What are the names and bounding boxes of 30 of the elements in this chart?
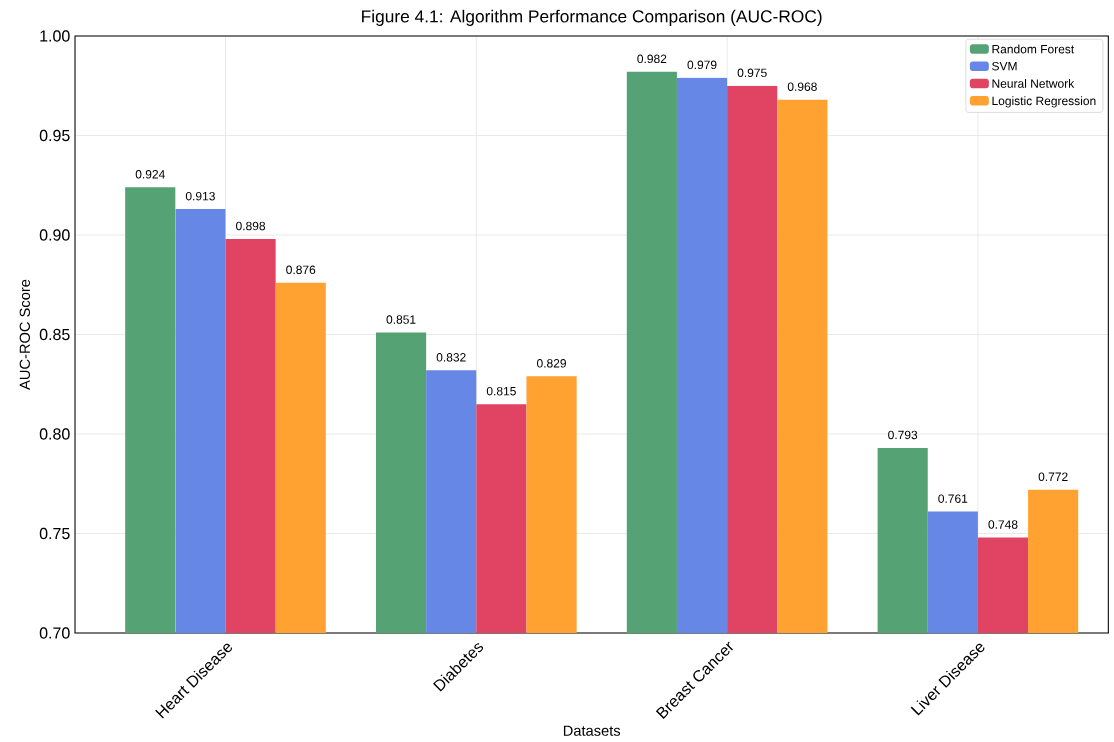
data-label: 0.748 [988, 520, 1018, 529]
y-tick-label: 0.90 [39, 229, 70, 241]
data-label: 0.924 [135, 170, 165, 179]
y-tick-label: 0.70 [39, 627, 70, 639]
y-tick-label: 0.80 [39, 428, 70, 440]
data-label: 0.898 [236, 221, 266, 231]
x-axis-title: Datasets [563, 725, 621, 736]
legend-label: Logistic Regression [992, 96, 1096, 108]
data-label: 0.851 [386, 315, 416, 324]
data-label: 0.793 [888, 430, 918, 440]
data-label: 0.876 [286, 265, 316, 275]
y-tick-label: 0.95 [39, 129, 70, 142]
y-tick-label: 0.75 [39, 527, 70, 540]
data-label: 0.832 [436, 353, 466, 362]
y-axis-title: AUC-ROC Score [19, 279, 31, 390]
chart-title: Figure 4.1: Algorithm Performance Comparison (AUC-ROC) [362, 9, 822, 26]
data-label: 0.829 [536, 359, 566, 368]
legend-label: Random Forest [992, 44, 1075, 54]
data-label: 0.968 [787, 82, 817, 91]
data-label: 0.979 [687, 60, 717, 70]
legend-label: SVM [992, 61, 1017, 71]
data-label: 0.761 [938, 494, 968, 503]
data-label: 0.772 [1038, 472, 1068, 481]
data-label: 0.913 [185, 191, 215, 201]
y-tick-label: 0.85 [39, 328, 70, 341]
y-tick-label: 1.00 [40, 30, 70, 42]
data-label: 0.815 [486, 386, 516, 396]
legend-label: Neural Network [992, 78, 1075, 88]
data-label: 0.982 [637, 54, 667, 64]
data-label: 0.975 [737, 68, 767, 78]
